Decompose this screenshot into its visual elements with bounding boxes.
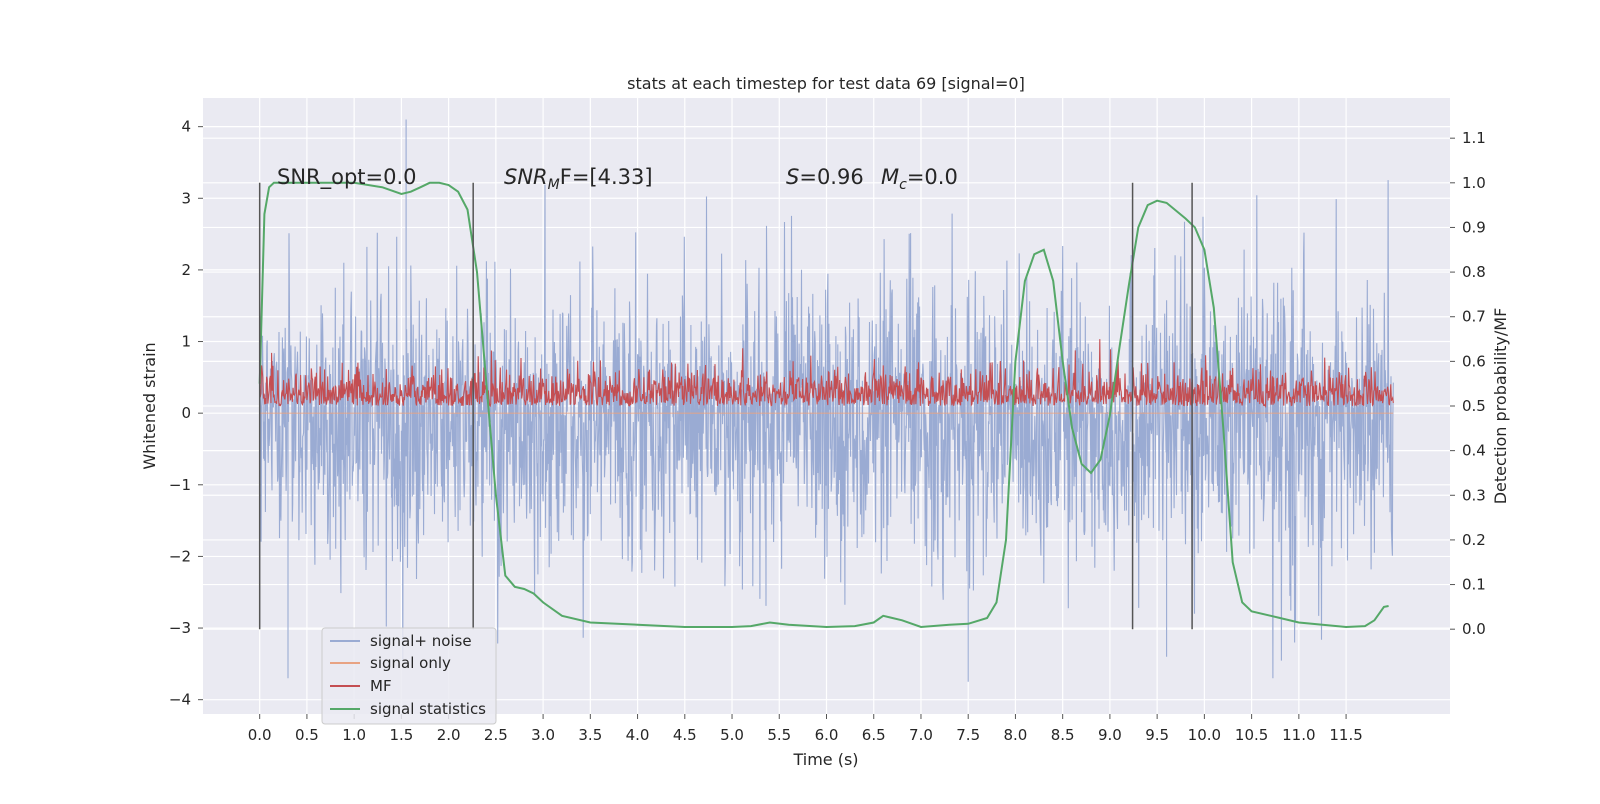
annotation-mc-value: =0.0 bbox=[907, 165, 958, 189]
vertical-markers bbox=[258, 182, 1193, 630]
x-tick-label: 6.0 bbox=[815, 726, 839, 744]
y-tick-label: 4 bbox=[181, 118, 191, 136]
annotation-s-label: S bbox=[786, 165, 799, 189]
x-tick-label: 10.0 bbox=[1188, 726, 1221, 744]
x-axis: 0.0 0.5 1.0 1.5 2.0 2.5 3.0 3.5 4.0 4.5 5.0 5.5 6.0 6… bbox=[248, 714, 1363, 744]
x-tick-label: 11.0 bbox=[1282, 726, 1315, 744]
annotation-snr-mf-value: F=[4.33] bbox=[560, 165, 653, 189]
x-tick-label: 7.5 bbox=[956, 726, 980, 744]
x-tick-label: 5.0 bbox=[720, 726, 744, 744]
annotation-snr-mf-label: SNR bbox=[504, 165, 548, 189]
y-tick-label: 0 bbox=[181, 404, 191, 422]
y-axis-label: Whitened strain bbox=[140, 342, 159, 469]
y2-tick-label: 0.2 bbox=[1462, 531, 1486, 549]
annotation-mc: Mc=0.0 bbox=[881, 165, 958, 193]
legend-label-signal-noise: signal+ noise bbox=[370, 632, 472, 650]
y-tick-label: 3 bbox=[181, 189, 191, 207]
x-tick-label: 4.0 bbox=[626, 726, 650, 744]
y-tick-label: −3 bbox=[169, 619, 191, 637]
data-layer bbox=[258, 119, 1394, 682]
x-tick-label: 3.0 bbox=[531, 726, 555, 744]
y2-tick-label: 0.6 bbox=[1462, 352, 1486, 370]
annotation-snr-opt: SNR_opt=0.0 bbox=[277, 165, 417, 190]
annotation-snr-mf: SNRMF=[4.33] bbox=[504, 165, 653, 193]
x-tick-label: 9.5 bbox=[1145, 726, 1169, 744]
x-tick-label: 4.5 bbox=[673, 726, 697, 744]
y-tick-label: −2 bbox=[169, 547, 191, 565]
y2-tick-label: 1.0 bbox=[1462, 174, 1486, 192]
x-tick-label: 6.5 bbox=[862, 726, 886, 744]
y2-tick-label: 0.0 bbox=[1462, 620, 1486, 638]
y2-tick-label: 0.8 bbox=[1462, 263, 1486, 281]
x-tick-label: 0.0 bbox=[248, 726, 272, 744]
x-tick-label: 2.5 bbox=[484, 726, 508, 744]
series-signal-statistics bbox=[258, 181, 1389, 629]
x-tick-label: 8.0 bbox=[1004, 726, 1028, 744]
x-tick-label: 3.5 bbox=[578, 726, 602, 744]
annotation-snr-mf-sub: M bbox=[548, 177, 560, 193]
annotation-mc-sub: c bbox=[899, 177, 907, 193]
x-tick-label: 5.5 bbox=[767, 726, 791, 744]
y2-tick-label: 0.4 bbox=[1462, 442, 1486, 460]
annotation-s: S=0.96 bbox=[786, 165, 864, 189]
x-tick-label: 1.5 bbox=[389, 726, 413, 744]
y-tick-label: −1 bbox=[169, 476, 191, 494]
y2-tick-label: 1.1 bbox=[1462, 129, 1486, 147]
y-tick-label: −4 bbox=[169, 691, 191, 709]
y2-tick-label: 0.3 bbox=[1462, 486, 1486, 504]
x-tick-label: 2.0 bbox=[437, 726, 461, 744]
y2-tick-label: 0.1 bbox=[1462, 576, 1486, 594]
annotation-s-value: =0.96 bbox=[799, 165, 863, 189]
x-tick-label: 11.5 bbox=[1329, 726, 1362, 744]
chart-title: stats at each timestep for test data 69 … bbox=[627, 74, 1025, 93]
legend-label-signal-only: signal only bbox=[370, 654, 451, 672]
x-axis-label: Time (s) bbox=[792, 750, 858, 769]
x-tick-label: 8.5 bbox=[1051, 726, 1075, 744]
annotation-mc-label: M bbox=[881, 165, 899, 189]
legend-label-signal-statistics: signal statistics bbox=[370, 700, 486, 718]
y2-tick-label: 0.7 bbox=[1462, 308, 1486, 326]
x-tick-label: 9.0 bbox=[1098, 726, 1122, 744]
y2-tick-label: 0.9 bbox=[1462, 218, 1486, 236]
x-tick-label: 1.0 bbox=[342, 726, 366, 744]
y-axis-right: 1.1 1.0 0.9 0.8 0.7 0.6 0.5 0.4 0.3 0.2 0.1 0.0 bbox=[1450, 129, 1486, 638]
y-axis-left: 4 3 2 1 0 −1 −2 −3 −4 bbox=[169, 118, 203, 709]
y2-tick-label: 0.5 bbox=[1462, 397, 1486, 415]
legend-box bbox=[321, 627, 497, 725]
y-tick-label: 1 bbox=[181, 333, 191, 351]
x-tick-label: 7.0 bbox=[909, 726, 933, 744]
x-tick-label: 10.5 bbox=[1235, 726, 1268, 744]
x-tick-label: 0.5 bbox=[295, 726, 319, 744]
legend: signal+ noise signal only MF signal stat… bbox=[321, 627, 497, 725]
legend-label-mf: MF bbox=[370, 677, 392, 695]
series-mf bbox=[259, 339, 1394, 409]
y2-axis-label: Detection probability/MF bbox=[1491, 308, 1510, 505]
y-tick-label: 2 bbox=[181, 261, 191, 279]
